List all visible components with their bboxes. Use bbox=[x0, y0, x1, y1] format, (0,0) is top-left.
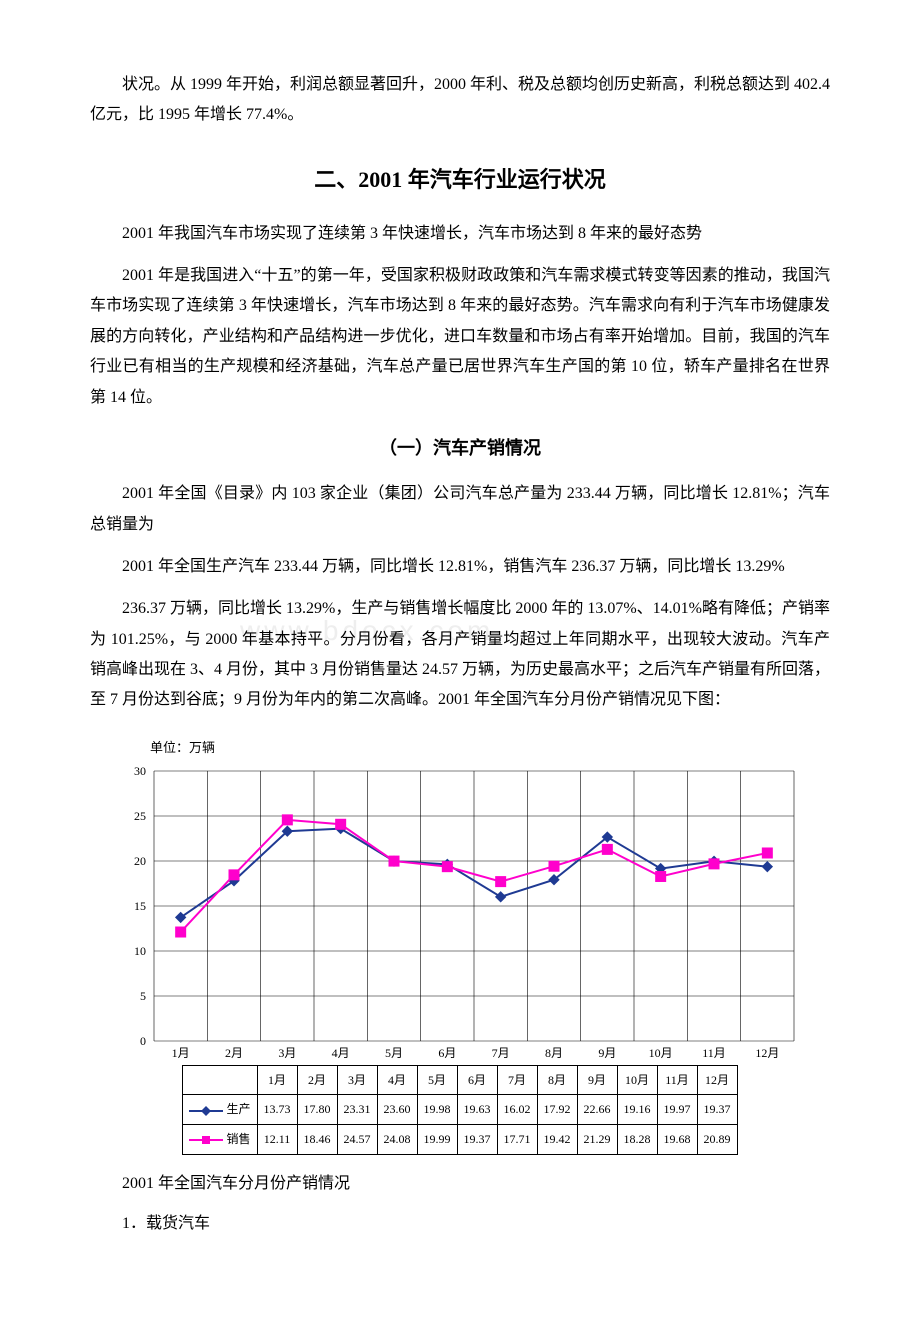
table-cell: 19.68 bbox=[657, 1125, 697, 1155]
svg-text:6月: 6月 bbox=[438, 1046, 456, 1060]
table-month-header: 2月 bbox=[297, 1065, 337, 1095]
table-cell: 19.99 bbox=[417, 1125, 457, 1155]
paragraph-2: 2001 年是我国进入“十五”的第一年，受国家积极财政政策和汽车需求模式转变等因… bbox=[90, 261, 830, 413]
chart-unit-label: 单位：万辆 bbox=[150, 736, 830, 761]
table-cell: 17.71 bbox=[497, 1125, 537, 1155]
table-cell: 19.97 bbox=[657, 1095, 697, 1125]
svg-text:9月: 9月 bbox=[598, 1046, 616, 1060]
table-cell: 19.16 bbox=[617, 1095, 657, 1125]
svg-text:25: 25 bbox=[134, 809, 146, 823]
paragraph-5: 236.37 万辆，同比增长 13.29%，生产与销售增长幅度比 2000 年的… bbox=[90, 594, 830, 716]
table-month-header: 5月 bbox=[417, 1065, 457, 1095]
table-cell: 24.57 bbox=[337, 1125, 377, 1155]
table-month-header: 6月 bbox=[457, 1065, 497, 1095]
svg-text:30: 30 bbox=[134, 764, 146, 778]
table-cell: 19.42 bbox=[537, 1125, 577, 1155]
svg-text:10: 10 bbox=[134, 944, 146, 958]
table-month-header: 9月 bbox=[577, 1065, 617, 1095]
paragraph-1: 2001 年我国汽车市场实现了连续第 3 年快速增长，汽车市场达到 8 年来的最… bbox=[90, 219, 830, 249]
table-cell: 19.63 bbox=[457, 1095, 497, 1125]
table-month-header: 12月 bbox=[697, 1065, 737, 1095]
monthly-production-sales-chart: 单位：万辆 0510152025301月2月3月4月5月6月7月8月9月10月1… bbox=[90, 736, 830, 1155]
table-cell: 17.80 bbox=[297, 1095, 337, 1125]
table-month-header: 4月 bbox=[377, 1065, 417, 1095]
table-cell: 19.37 bbox=[697, 1095, 737, 1125]
table-cell: 23.60 bbox=[377, 1095, 417, 1125]
item-1-trucks: 1．载货汽车 bbox=[90, 1209, 830, 1239]
table-cell: 18.46 bbox=[297, 1125, 337, 1155]
svg-text:11月: 11月 bbox=[702, 1046, 726, 1060]
table-cell: 13.73 bbox=[257, 1095, 297, 1125]
table-month-header: 1月 bbox=[257, 1065, 297, 1095]
svg-text:15: 15 bbox=[134, 899, 146, 913]
table-month-header: 8月 bbox=[537, 1065, 577, 1095]
svg-text:2月: 2月 bbox=[225, 1046, 243, 1060]
svg-text:3月: 3月 bbox=[278, 1046, 296, 1060]
table-cell: 19.98 bbox=[417, 1095, 457, 1125]
svg-text:10月: 10月 bbox=[649, 1046, 673, 1060]
table-month-header: 10月 bbox=[617, 1065, 657, 1095]
subsection-1-title: （一）汽车产销情况 bbox=[90, 431, 830, 465]
table-cell: 23.31 bbox=[337, 1095, 377, 1125]
lead-paragraph: 状况。从 1999 年开始，利润总额显著回升，2000 年利、税及总额均创历史新… bbox=[90, 70, 830, 131]
paragraph-4: 2001 年全国生产汽车 233.44 万辆，同比增长 12.81%，销售汽车 … bbox=[90, 552, 830, 582]
svg-text:8月: 8月 bbox=[545, 1046, 563, 1060]
table-cell: 12.11 bbox=[257, 1125, 297, 1155]
svg-text:5: 5 bbox=[140, 989, 146, 1003]
table-cell: 19.37 bbox=[457, 1125, 497, 1155]
series-label: 生产 bbox=[183, 1095, 257, 1125]
svg-text:1月: 1月 bbox=[172, 1046, 190, 1060]
svg-text:5月: 5月 bbox=[385, 1046, 403, 1060]
table-cell: 18.28 bbox=[617, 1125, 657, 1155]
svg-text:4月: 4月 bbox=[332, 1046, 350, 1060]
table-month-header: 11月 bbox=[657, 1065, 697, 1095]
section-2-title: 二、2001 年汽车行业运行状况 bbox=[90, 159, 830, 201]
table-month-header: 7月 bbox=[497, 1065, 537, 1095]
table-cell: 20.89 bbox=[697, 1125, 737, 1155]
chart-caption: 2001 年全国汽车分月份产销情况 bbox=[90, 1169, 830, 1199]
svg-text:20: 20 bbox=[134, 854, 146, 868]
table-cell: 24.08 bbox=[377, 1125, 417, 1155]
series-label: 销售 bbox=[183, 1125, 257, 1155]
table-cell: 22.66 bbox=[577, 1095, 617, 1125]
svg-text:0: 0 bbox=[140, 1034, 146, 1048]
line-chart-svg: 0 5 10 15 20 25 30 1月 2月 3月 4月 5月 6月 7月 8月 9月 10月 11月 12月 bbox=[106, 763, 814, 1065]
table-month-header: 3月 bbox=[337, 1065, 377, 1095]
table-cell: 17.92 bbox=[537, 1095, 577, 1125]
chart-data-table: 1月2月3月4月5月6月7月8月9月10月11月12月 生产13.7317.80… bbox=[182, 1065, 737, 1155]
table-cell: 21.29 bbox=[577, 1125, 617, 1155]
svg-text:7月: 7月 bbox=[492, 1046, 510, 1060]
table-cell: 16.02 bbox=[497, 1095, 537, 1125]
paragraph-3: 2001 年全国《目录》内 103 家企业（集团）公司汽车总产量为 233.44… bbox=[90, 479, 830, 540]
svg-text:12月: 12月 bbox=[755, 1046, 779, 1060]
